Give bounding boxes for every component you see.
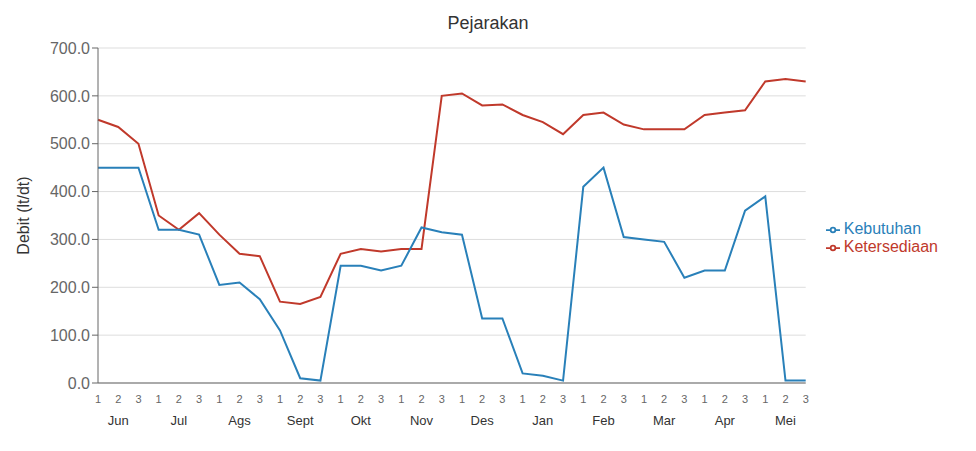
- svg-text:1: 1: [520, 393, 526, 405]
- svg-text:Des: Des: [471, 413, 495, 428]
- svg-text:Mei: Mei: [775, 413, 796, 428]
- svg-text:3: 3: [803, 393, 809, 405]
- svg-text:600.0: 600.0: [50, 88, 90, 105]
- svg-text:3: 3: [378, 393, 384, 405]
- svg-text:2: 2: [297, 393, 303, 405]
- svg-text:3: 3: [196, 393, 202, 405]
- svg-text:0.0: 0.0: [68, 375, 90, 392]
- svg-text:3: 3: [439, 393, 445, 405]
- svg-text:3: 3: [317, 393, 323, 405]
- svg-text:2: 2: [236, 393, 242, 405]
- svg-text:Jul: Jul: [171, 413, 188, 428]
- svg-text:Mar: Mar: [653, 413, 676, 428]
- svg-text:2: 2: [176, 393, 182, 405]
- svg-text:3: 3: [257, 393, 263, 405]
- html-text:Pejarakan: Pejarakan: [447, 13, 529, 33]
- svg-text:Nov: Nov: [410, 413, 434, 428]
- svg-text:Apr: Apr: [715, 413, 736, 428]
- svg-text:3: 3: [560, 393, 566, 405]
- svg-text:1: 1: [95, 393, 101, 405]
- svg-text:2: 2: [540, 393, 546, 405]
- svg-text:1: 1: [338, 393, 344, 405]
- svg-text:Sept: Sept: [287, 413, 314, 428]
- svg-text:400.0: 400.0: [50, 183, 90, 200]
- svg-text:700.0: 700.0: [50, 40, 90, 57]
- svg-text:1: 1: [762, 393, 768, 405]
- svg-text:1: 1: [156, 393, 162, 405]
- svg-text:300.0: 300.0: [50, 231, 90, 248]
- svg-text:3: 3: [742, 393, 748, 405]
- svg-text:2: 2: [782, 393, 788, 405]
- svg-text:2: 2: [115, 393, 121, 405]
- svg-text:Feb: Feb: [592, 413, 614, 428]
- svg-text:200.0: 200.0: [50, 279, 90, 296]
- svg-text:2: 2: [418, 393, 424, 405]
- svg-text:1: 1: [398, 393, 404, 405]
- svg-text:3: 3: [499, 393, 505, 405]
- svg-text:3: 3: [681, 393, 687, 405]
- html-text:Kebutuhan: Kebutuhan: [843, 220, 922, 237]
- svg-text:1: 1: [702, 393, 708, 405]
- svg-text:2: 2: [358, 393, 364, 405]
- svg-text:Jun: Jun: [108, 413, 129, 428]
- svg-text:Debit (lt/dt): Debit (lt/dt): [15, 176, 32, 254]
- svg-text:1: 1: [459, 393, 465, 405]
- svg-text:100.0: 100.0: [50, 327, 90, 344]
- svg-text:3: 3: [621, 393, 627, 405]
- svg-text:1: 1: [641, 393, 647, 405]
- svg-text:1: 1: [277, 393, 283, 405]
- svg-text:Okt: Okt: [351, 413, 372, 428]
- svg-text:2: 2: [722, 393, 728, 405]
- svg-text:Ags: Ags: [228, 413, 251, 428]
- html-text:Ketersediaan: Ketersediaan: [843, 238, 938, 255]
- svg-text:2: 2: [661, 393, 667, 405]
- svg-text:2: 2: [479, 393, 485, 405]
- svg-text:1: 1: [216, 393, 222, 405]
- svg-text:1: 1: [580, 393, 586, 405]
- svg-text:2: 2: [600, 393, 606, 405]
- svg-text:Jan: Jan: [532, 413, 553, 428]
- svg-text:500.0: 500.0: [50, 135, 90, 152]
- svg-text:3: 3: [135, 393, 141, 405]
